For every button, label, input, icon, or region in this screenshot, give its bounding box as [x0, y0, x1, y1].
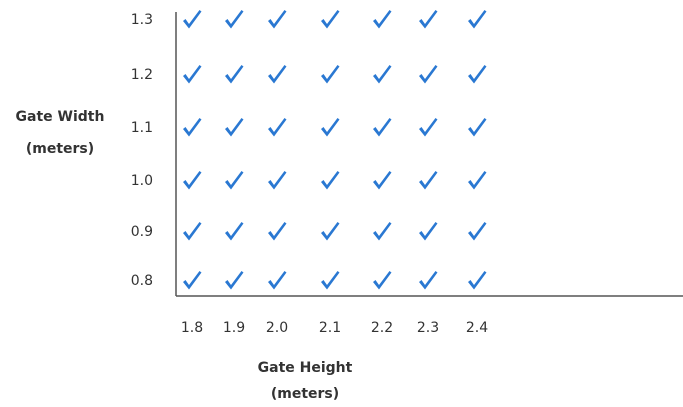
checkmark — [268, 271, 287, 290]
checkmark — [183, 222, 202, 241]
checkmark — [419, 271, 438, 290]
y-tick-label: 1.0 — [131, 173, 153, 189]
checkmark — [419, 10, 438, 29]
y-tick-label: 1.2 — [131, 67, 153, 83]
checkmark — [321, 118, 340, 137]
checkmark — [468, 171, 487, 190]
x-axis-label: Gate Height — [258, 360, 353, 376]
checkmark — [225, 171, 244, 190]
x-tick-label: 2.2 — [371, 320, 393, 336]
checkmark — [373, 10, 392, 29]
checkmark — [373, 171, 392, 190]
checkmark — [321, 222, 340, 241]
checkmark — [419, 222, 438, 241]
checkmark — [373, 118, 392, 137]
x-tick-label: 2.0 — [266, 320, 288, 336]
checkmark — [268, 10, 287, 29]
checkmark — [321, 171, 340, 190]
checkmark — [183, 271, 202, 290]
checkmark — [183, 65, 202, 84]
checkmark — [468, 222, 487, 241]
checkmark — [468, 10, 487, 29]
checkmark — [373, 65, 392, 84]
checkmark — [268, 171, 287, 190]
checkmark — [268, 222, 287, 241]
checkmark — [373, 271, 392, 290]
checkmark — [225, 10, 244, 29]
y-tick-label: 1.1 — [131, 120, 153, 136]
checkmark — [468, 271, 487, 290]
x-tick-label: 2.4 — [466, 320, 488, 336]
y-axis-label: Gate Width — [16, 109, 105, 125]
checkmark — [373, 222, 392, 241]
y-axis-label: (meters) — [26, 141, 94, 157]
y-tick-label: 0.8 — [131, 273, 153, 289]
checkmark — [183, 118, 202, 137]
x-tick-label: 1.8 — [181, 320, 203, 336]
checkmark — [268, 65, 287, 84]
checkmark — [419, 65, 438, 84]
x-tick-label: 2.1 — [319, 320, 341, 336]
checkmark — [468, 118, 487, 137]
checkmark — [419, 171, 438, 190]
checkmark — [321, 65, 340, 84]
x-tick-label: 1.9 — [223, 320, 245, 336]
checkmark — [419, 118, 438, 137]
checkmark — [225, 118, 244, 137]
checkmark — [225, 222, 244, 241]
checkmark — [183, 171, 202, 190]
checkmark — [321, 271, 340, 290]
checkmark — [268, 118, 287, 137]
x-axis-label: (meters) — [271, 386, 339, 402]
checkmark — [321, 10, 340, 29]
checkmark — [468, 65, 487, 84]
x-tick-label: 2.3 — [417, 320, 439, 336]
y-tick-label: 1.3 — [131, 12, 153, 28]
checkmark — [183, 10, 202, 29]
checkmark — [225, 271, 244, 290]
y-tick-label: 0.9 — [131, 224, 153, 240]
checkmark — [225, 65, 244, 84]
